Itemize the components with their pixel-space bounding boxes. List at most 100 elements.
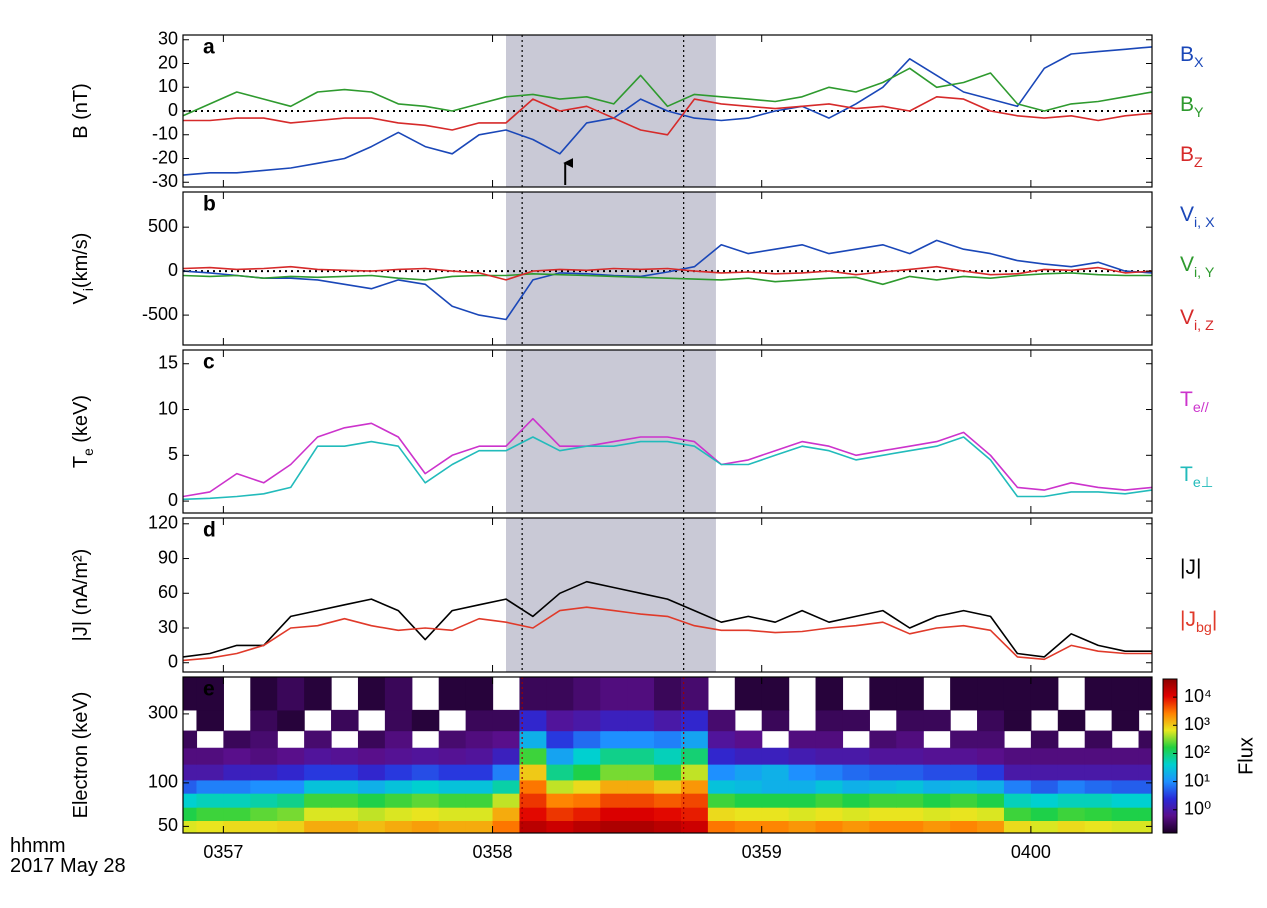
colorbar-tick-label: 10⁰: [1184, 799, 1211, 819]
spectrogram-cell: [627, 820, 655, 833]
y-tick-label: 50: [158, 815, 178, 835]
spectrogram-cell: [384, 793, 413, 808]
y-tick-label: 10: [158, 76, 178, 96]
spectrogram-cell: [304, 820, 332, 833]
spectrogram-cell: [277, 779, 305, 794]
spectrogram-cell: [492, 793, 521, 808]
y-tick-label: 60: [158, 582, 178, 602]
spectrogram-cell: [1084, 807, 1113, 822]
spectrogram-cell: [1030, 747, 1059, 765]
y-tick-label: 20: [158, 52, 178, 72]
spectrogram-cell: [869, 730, 897, 749]
spectrogram-cell: [411, 779, 440, 794]
spectrogram-cell: [815, 677, 844, 711]
time-format: hhmm: [10, 835, 66, 857]
x-tick-label: 0359: [742, 842, 782, 862]
y-axis-label: Vi(km/s): [70, 233, 96, 305]
spectrogram-cell: [896, 779, 924, 794]
spectrogram-cell: [183, 820, 198, 833]
text-part: Electron (keV): [70, 692, 92, 819]
spectrogram-cell: [896, 807, 924, 822]
spectrogram-cell: [1057, 793, 1086, 808]
spectrogram-cell: [438, 747, 467, 765]
text-part: T: [70, 456, 92, 468]
legend-entry: |J|: [1180, 556, 1201, 579]
y-tick-label: 15: [158, 352, 178, 372]
spectrogram-cell: [546, 807, 574, 822]
spectrogram-cell: [196, 764, 224, 781]
spectrogram-cell: [465, 779, 494, 794]
spectrogram-cell: [573, 747, 601, 765]
text-part: i: [81, 288, 96, 291]
spectrogram-cell: [654, 764, 682, 781]
spectrogram-cell: [707, 779, 736, 794]
spectrogram-cell: [950, 820, 978, 833]
spectrogram-cell: [223, 779, 251, 794]
spectrogram-cell: [600, 677, 628, 711]
spectrogram-cell: [519, 807, 547, 822]
spectrogram-cell: [680, 709, 709, 732]
spectrogram-cell: [815, 820, 844, 833]
spectrogram-cell: [896, 793, 924, 808]
spectrogram-cell: [654, 747, 682, 765]
spectrogram-cell: [183, 793, 198, 808]
spectrogram-cell: [1003, 793, 1032, 808]
spectrogram-cell: [707, 807, 736, 822]
text-part: i, X: [1194, 215, 1215, 231]
spectrogram-cell: [304, 747, 332, 765]
legend-entry: |Jbg|: [1180, 608, 1217, 636]
spectrogram-cell: [573, 793, 601, 808]
text-part: B: [1180, 93, 1194, 116]
spectrogram-cell: [357, 747, 386, 765]
x-tick-label: 0358: [473, 842, 513, 862]
spectrogram-cell: [492, 807, 521, 822]
spectrogram-cell: [977, 677, 1005, 711]
spectrogram-cell: [627, 677, 655, 711]
spectrogram-cell: [1138, 730, 1152, 749]
data-line: [183, 606, 1152, 662]
spectrogram-cell: [546, 820, 574, 833]
spectrogram-cell: [950, 677, 978, 711]
date: 2017 May 28: [10, 855, 126, 877]
spectrogram-cell: [1057, 820, 1086, 833]
spectrogram-cell: [519, 779, 547, 794]
spectrogram-cell: [627, 764, 655, 781]
spectrogram-cell: [384, 730, 413, 749]
spectrogram-cell: [546, 730, 574, 749]
y-tick-label: 100: [148, 772, 178, 792]
spectrogram-cell: [573, 807, 601, 822]
spectrogram-cell: [896, 764, 924, 781]
y-axis-label: Te (keV): [70, 395, 96, 468]
spectrogram-cell: [734, 730, 763, 749]
spectrogram-cell: [1084, 793, 1113, 808]
spectrogram-cell: [1003, 820, 1032, 833]
spectrogram-cell: [923, 764, 951, 781]
spectrogram-cell: [815, 747, 844, 765]
spectrogram-cell: [196, 779, 224, 794]
spectrogram-cell: [977, 793, 1005, 808]
data-line: [183, 436, 1152, 501]
spectrogram-cell: [680, 747, 709, 765]
y-tick-label: 10: [158, 398, 178, 418]
spectrogram-cell: [519, 793, 547, 808]
spectrogram-cell: [250, 807, 278, 822]
panel-frame: [182, 191, 1153, 346]
shaded-interval: [506, 350, 716, 513]
spectrogram-cell: [761, 677, 790, 711]
spectrogram-cell: [627, 730, 655, 749]
spectrogram-cell: [1084, 677, 1113, 711]
spectrogram-cell: [950, 730, 978, 749]
spectrogram-cell: [627, 747, 655, 765]
spectrogram-cell: [223, 764, 251, 781]
y-tick-label: -20: [152, 147, 178, 167]
panel-letter: d: [203, 519, 216, 542]
spectrogram-cell: [411, 820, 440, 833]
spectrogram-cell: [465, 709, 494, 732]
panel-frame: [182, 676, 1153, 834]
spectrogram-cell: [277, 764, 305, 781]
spectrogram-cell: [196, 709, 224, 732]
spectrogram-cell: [196, 820, 224, 833]
text-part: V: [70, 290, 92, 304]
spectrogram-cell: [923, 807, 951, 822]
